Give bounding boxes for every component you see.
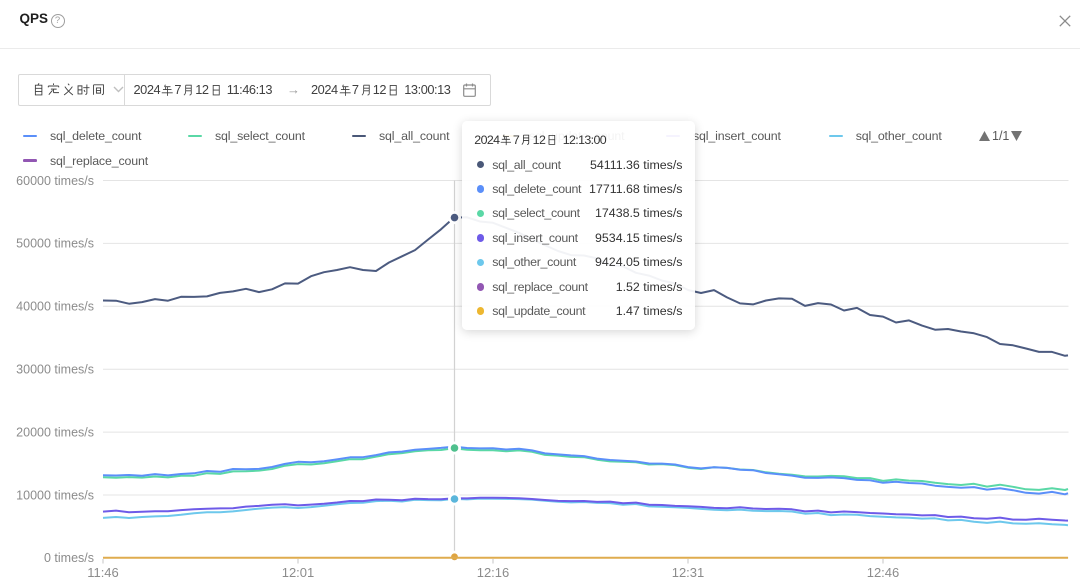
svg-text:0 times/s: 0 times/s bbox=[44, 551, 94, 565]
svg-text:40000 times/s: 40000 times/s bbox=[16, 300, 94, 314]
svg-text:12:46: 12:46 bbox=[867, 565, 900, 580]
svg-text:20000 times/s: 20000 times/s bbox=[16, 425, 94, 439]
svg-text:30000 times/s: 30000 times/s bbox=[16, 363, 94, 377]
svg-text:12:16: 12:16 bbox=[477, 565, 510, 580]
svg-text:10000 times/s: 10000 times/s bbox=[16, 488, 94, 502]
svg-text:50000 times/s: 50000 times/s bbox=[16, 237, 94, 251]
svg-text:60000 times/s: 60000 times/s bbox=[16, 174, 94, 188]
svg-text:12:01: 12:01 bbox=[282, 565, 315, 580]
svg-text:11:46: 11:46 bbox=[87, 565, 119, 580]
svg-text:12:31: 12:31 bbox=[672, 565, 705, 580]
